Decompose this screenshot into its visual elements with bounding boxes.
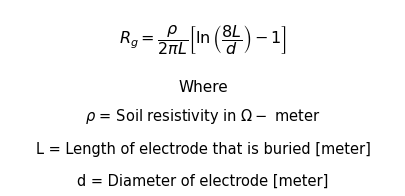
Text: $\rho$ = Soil resistivity in $\Omega -$ meter: $\rho$ = Soil resistivity in $\Omega -$ … (85, 107, 320, 126)
Text: d = Diameter of electrode [meter]: d = Diameter of electrode [meter] (77, 174, 328, 189)
Text: Where: Where (178, 80, 227, 95)
Text: $R_g = \dfrac{\rho}{2\pi L}\left[\ln\left(\dfrac{8L}{d}\right) - 1\right]$: $R_g = \dfrac{\rho}{2\pi L}\left[\ln\lef… (119, 23, 286, 56)
Text: L = Length of electrode that is buried [meter]: L = Length of electrode that is buried [… (36, 142, 369, 157)
